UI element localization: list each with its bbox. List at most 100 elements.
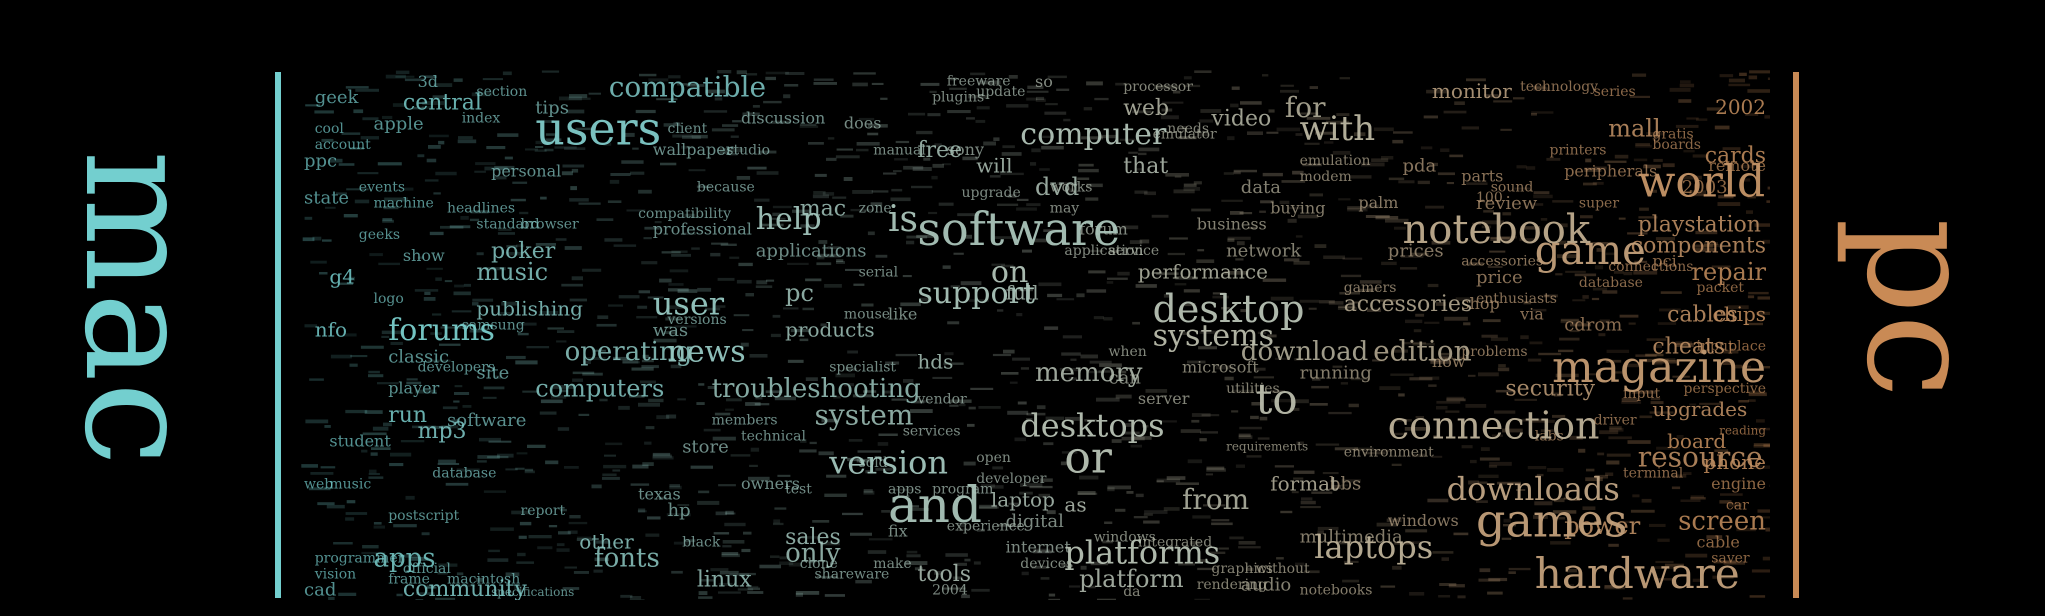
cloud-word: tips bbox=[535, 97, 569, 118]
cloud-word: samsung bbox=[462, 317, 525, 333]
cloud-word: edition bbox=[1373, 335, 1472, 368]
cloud-word: input bbox=[1697, 339, 1734, 355]
cloud-word: user bbox=[653, 284, 725, 322]
cloud-word: buying bbox=[1270, 198, 1325, 217]
right-divider bbox=[1793, 72, 1799, 598]
cloud-word: open bbox=[976, 450, 1011, 466]
cloud-word: support bbox=[917, 276, 1035, 311]
cloud-word: web bbox=[1123, 96, 1169, 121]
cloud-word: cards bbox=[1705, 144, 1766, 169]
cloud-word: and bbox=[888, 476, 982, 534]
cloud-word: freeware bbox=[947, 74, 1011, 90]
cloud-word: tools bbox=[917, 562, 971, 587]
cloud-word: memory bbox=[1035, 358, 1143, 388]
cloud-word: with bbox=[1300, 109, 1376, 149]
cloud-word: cheats bbox=[1652, 334, 1725, 359]
cloud-word: pc bbox=[785, 279, 814, 307]
cloud-word: gamers bbox=[1344, 280, 1397, 296]
cloud-word: desktop bbox=[1153, 287, 1305, 331]
cloud-word: program bbox=[932, 482, 993, 498]
cloud-word: account bbox=[315, 137, 371, 153]
cloud-word: nfo bbox=[315, 318, 347, 342]
cloud-word: discussion bbox=[741, 108, 825, 127]
cloud-word: full bbox=[1006, 281, 1039, 305]
cloud-word: via bbox=[1519, 304, 1544, 323]
cloud-word: poker bbox=[491, 239, 556, 264]
cloud-word: rendering bbox=[1197, 577, 1267, 593]
cloud-word: texas bbox=[638, 485, 681, 504]
cloud-word: index bbox=[462, 111, 501, 127]
cloud-word: pda bbox=[1403, 156, 1437, 177]
cloud-word: programmer bbox=[315, 551, 405, 567]
cloud-word: hds bbox=[917, 350, 953, 374]
cloud-word: packet bbox=[1697, 280, 1745, 296]
cloud-word: shareware bbox=[815, 566, 890, 582]
left-divider bbox=[275, 72, 281, 598]
cloud-word: sony bbox=[947, 140, 984, 159]
cloud-word: machine bbox=[374, 195, 434, 211]
cloud-word: community bbox=[403, 577, 528, 600]
cloud-word: update bbox=[976, 84, 1025, 100]
cloud-word: integrated bbox=[1138, 535, 1212, 551]
cloud-word: microsoft bbox=[1182, 357, 1259, 376]
cloud-word: on bbox=[991, 255, 1028, 290]
cloud-word: section bbox=[476, 84, 527, 100]
cloud-word: official bbox=[403, 561, 452, 577]
cloud-word: performance bbox=[1138, 259, 1268, 283]
cloud-word: cables bbox=[1667, 303, 1738, 328]
cloud-word: business bbox=[1197, 214, 1267, 233]
cloud-word: modem bbox=[1300, 169, 1352, 185]
cloud-word: connection bbox=[1388, 403, 1600, 447]
cloud-word: emulator bbox=[1153, 127, 1217, 143]
cloud-word: 2003 bbox=[1682, 177, 1728, 198]
cloud-word: desktops bbox=[1020, 406, 1164, 444]
cloud-word: wallpaper bbox=[653, 140, 734, 159]
cloud-word: cool bbox=[315, 121, 345, 137]
cloud-word: review bbox=[1476, 193, 1538, 214]
cloud-word: headlines bbox=[447, 201, 515, 217]
cloud-word: report bbox=[521, 503, 566, 519]
cloud-word: upgrade bbox=[962, 185, 1021, 201]
cloud-word: games bbox=[1476, 494, 1627, 548]
cloud-word: technical bbox=[741, 429, 806, 445]
cloud-word: specialist bbox=[829, 360, 896, 376]
cloud-word: will bbox=[976, 153, 1012, 177]
cloud-word: fonts bbox=[594, 544, 660, 574]
cloud-word: super bbox=[1579, 195, 1619, 211]
cloud-word: 3d bbox=[418, 72, 438, 91]
cloud-word: apps bbox=[888, 482, 921, 498]
cloud-word: because bbox=[697, 180, 755, 196]
cloud-word: screen bbox=[1678, 507, 1766, 537]
cloud-word: geeks bbox=[359, 227, 400, 243]
cloud-word: versions bbox=[667, 312, 727, 328]
cloud-word: when bbox=[1109, 344, 1147, 360]
cloud-word: resource bbox=[1638, 441, 1763, 474]
cloud-word: or bbox=[1064, 432, 1112, 483]
cloud-word: hardware bbox=[1535, 549, 1740, 598]
cloud-word: reading bbox=[1719, 424, 1766, 438]
cloud-word: data bbox=[1241, 177, 1281, 198]
cloud-word: users bbox=[535, 101, 661, 155]
cloud-word: windows bbox=[1094, 529, 1156, 545]
cloud-word: requirements bbox=[1226, 440, 1308, 454]
cloud-word: upgrades bbox=[1652, 397, 1747, 421]
cloud-word: other bbox=[579, 530, 634, 554]
cloud-word: accessories bbox=[1461, 254, 1543, 270]
cloud-word: run bbox=[388, 403, 427, 428]
cloud-word: experience bbox=[947, 519, 1025, 535]
cloud-word: downloads bbox=[1447, 470, 1620, 508]
cloud-word: may bbox=[1050, 201, 1080, 217]
cloud-word: members bbox=[712, 413, 778, 429]
cloud-word: black bbox=[682, 535, 721, 551]
cloud-word: utilities bbox=[1226, 381, 1280, 397]
cloud-word: show bbox=[403, 246, 445, 265]
cloud-word: now bbox=[1432, 352, 1466, 371]
cloud-word: as bbox=[1064, 493, 1086, 517]
cloud-word: boards bbox=[1652, 137, 1701, 153]
cloud-word: car bbox=[1726, 498, 1749, 514]
cloud-word: for bbox=[1285, 91, 1326, 124]
cloud-word: operating bbox=[565, 337, 693, 367]
cloud-word: free bbox=[917, 138, 962, 163]
cloud-word: hp bbox=[668, 500, 691, 521]
cloud-word: bbs bbox=[1329, 474, 1361, 495]
